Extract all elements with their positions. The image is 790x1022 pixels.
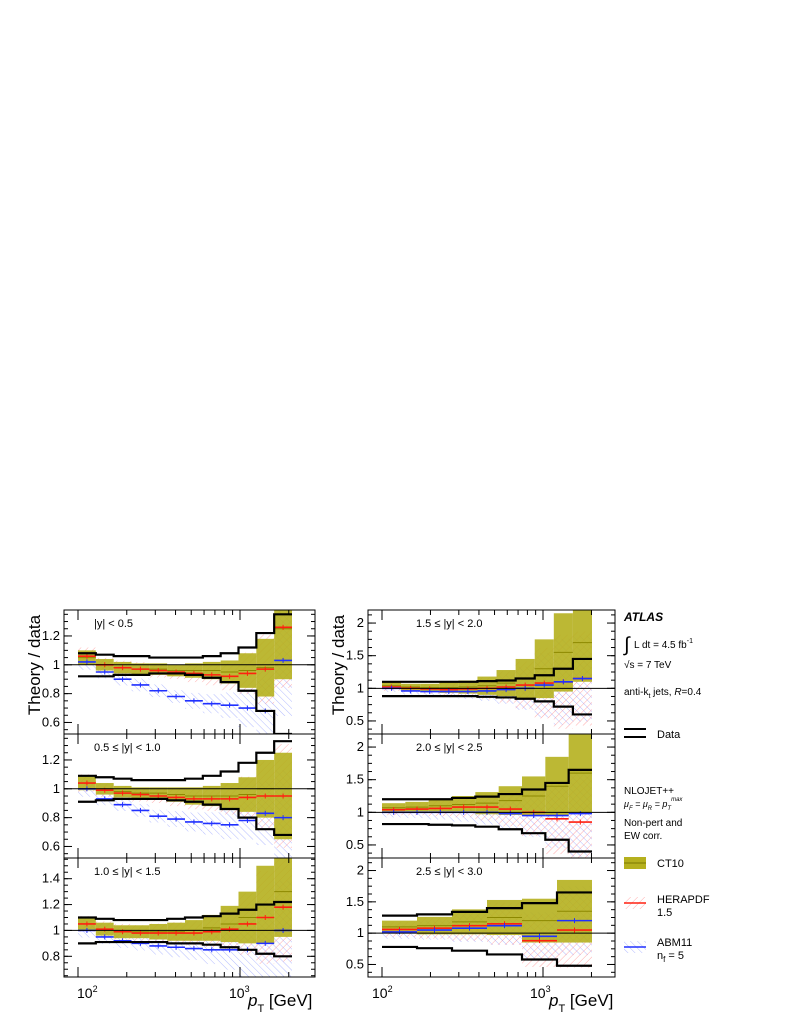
ytick-label: 1.5 bbox=[346, 648, 364, 663]
xtick-100-right: 102 bbox=[372, 984, 393, 1001]
ytick-label: 1.2 bbox=[42, 628, 60, 643]
ylabel-left: Theory / data bbox=[25, 614, 44, 715]
data-uncertainty-lower bbox=[382, 822, 592, 853]
data-uncertainty-upper bbox=[78, 613, 292, 659]
legend-herapdf: HERAPDF 1.5 bbox=[624, 894, 710, 919]
data-uncertainty-lower bbox=[382, 695, 592, 716]
energy-label: √s = 7 TeV bbox=[624, 659, 672, 671]
ytick-label: 1.4 bbox=[42, 871, 60, 886]
legend-abm11: ABM11 nf = 5 bbox=[624, 937, 692, 964]
xtick-1000-left: 103 bbox=[229, 984, 250, 1001]
ytick-label: 2 bbox=[357, 615, 364, 630]
data-legend-label: Data bbox=[657, 729, 681, 741]
abm11-legend-label: ABM11 bbox=[657, 937, 692, 949]
xlabel-right: pT [GeV] bbox=[548, 991, 613, 1015]
data-uncertainty-lower bbox=[78, 940, 292, 958]
xtick-1000-right: 103 bbox=[530, 984, 551, 1001]
theory-label-1: NLOJET++ bbox=[624, 786, 674, 797]
panel-label: 1.0 ≤ |y| < 1.5 bbox=[94, 866, 160, 878]
ytick-label: 1 bbox=[357, 680, 364, 695]
ytick-label: 1 bbox=[357, 925, 364, 940]
ct10-legend-label: CT10 bbox=[657, 858, 684, 870]
ytick-label: 1 bbox=[53, 781, 60, 796]
panel-label: 1.5 ≤ |y| < 2.0 bbox=[416, 618, 482, 630]
panel-label: |y| < 0.5 bbox=[94, 618, 133, 630]
ytick-label: 1.2 bbox=[42, 752, 60, 767]
xlabel-left: pT [GeV] bbox=[247, 991, 312, 1015]
experiment-label: ATLAS bbox=[623, 610, 663, 624]
ytick-label: 1 bbox=[53, 657, 60, 672]
panel-plot-4 bbox=[382, 734, 592, 858]
ytick-label: 1.2 bbox=[42, 897, 60, 912]
panel-plot-5 bbox=[382, 879, 592, 968]
legend-ct10: CT10 bbox=[624, 857, 684, 870]
panel-0: 0.6 0.8 1 1.2 |y| < 0.5 bbox=[42, 609, 316, 735]
legend: ATLAS ∫ L dt = 4.5 fb-1 √s = 7 TeV anti-… bbox=[623, 610, 710, 964]
ytick-label: 2 bbox=[357, 863, 364, 878]
ytick-label: 0.5 bbox=[346, 837, 364, 852]
ytick-label: 0.8 bbox=[42, 810, 60, 825]
panels: 0.6 0.8 1 1.2 |y| < 0.5 0.6 0.8 1 1.2 0.5 ≤ |y| <… bbox=[42, 609, 616, 978]
data-uncertainty-upper bbox=[78, 740, 292, 782]
data-uncertainty-upper bbox=[78, 900, 292, 922]
panel-1: 0.6 0.8 1 1.2 0.5 ≤ |y| < 1.0 bbox=[42, 733, 316, 859]
panel-plot-2 bbox=[78, 858, 292, 977]
data-uncertainty-lower bbox=[382, 945, 592, 967]
panel-label: 0.5 ≤ |y| < 1.0 bbox=[94, 742, 160, 754]
xtick-100-left: 102 bbox=[77, 984, 98, 1001]
panel-5: 0.5 1 1.5 2 2.5 ≤ |y| < 3.0 bbox=[346, 857, 616, 978]
xaxis-labels-left: 102 103 pT [GeV] bbox=[77, 984, 312, 1015]
ytick-label: 2 bbox=[357, 739, 364, 754]
lumi-integral: ∫ bbox=[623, 634, 631, 656]
ytick-label: 0.8 bbox=[42, 948, 60, 963]
panel-2: 0.8 1 1.2 1.4 1.0 ≤ |y| < 1.5 bbox=[42, 857, 316, 978]
data-uncertainty-lower bbox=[78, 797, 292, 837]
data-uncertainty-upper bbox=[382, 657, 592, 683]
ct10-band bbox=[572, 610, 592, 682]
herapdf-legend-label-2: 1.5 bbox=[657, 907, 672, 919]
abm11-legend-label-2: nf = 5 bbox=[657, 950, 684, 964]
ct10-band bbox=[274, 858, 292, 937]
jet-label: anti-kt jets, R=0.4 bbox=[624, 687, 702, 700]
panel-4: 0.5 1 1.5 2 2.0 ≤ |y| < 2.5 bbox=[346, 733, 616, 859]
data-uncertainty-lower bbox=[78, 672, 292, 734]
panel-label: 2.5 ≤ |y| < 3.0 bbox=[416, 866, 482, 878]
ytick-label: 1 bbox=[357, 804, 364, 819]
panel-plot-3 bbox=[382, 610, 592, 729]
ytick-label: 0.6 bbox=[42, 714, 60, 729]
lumi-label: L dt = 4.5 fb-1 bbox=[634, 638, 693, 651]
ytick-label: 1.5 bbox=[346, 894, 364, 909]
xaxis-labels-right: 102 103 pT [GeV] bbox=[372, 984, 613, 1015]
ytick-label: 0.6 bbox=[42, 838, 60, 853]
panel-label: 2.0 ≤ |y| < 2.5 bbox=[416, 742, 482, 754]
scale-label: μF = μR = pTmax bbox=[623, 797, 683, 812]
panel-plot-1 bbox=[78, 740, 292, 858]
ytick-label: 1.5 bbox=[346, 772, 364, 787]
panel-3: 0.5 1 1.5 2 1.5 ≤ |y| < 2.0 bbox=[346, 609, 616, 735]
theory-label-4: EW corr. bbox=[624, 831, 662, 842]
data-uncertainty-upper bbox=[382, 891, 592, 917]
data-uncertainty-upper bbox=[382, 768, 592, 801]
ytick-label: 1 bbox=[53, 922, 60, 937]
herapdf-legend-label: HERAPDF bbox=[657, 894, 710, 906]
ytick-label: 0.8 bbox=[42, 686, 60, 701]
ylabel-right: Theory / data bbox=[329, 614, 348, 715]
theory-label-3: Non-pert and bbox=[624, 818, 682, 829]
ct10-band bbox=[274, 610, 292, 680]
ytick-label: 0.5 bbox=[346, 713, 364, 728]
ytick-label: 0.5 bbox=[346, 956, 364, 971]
